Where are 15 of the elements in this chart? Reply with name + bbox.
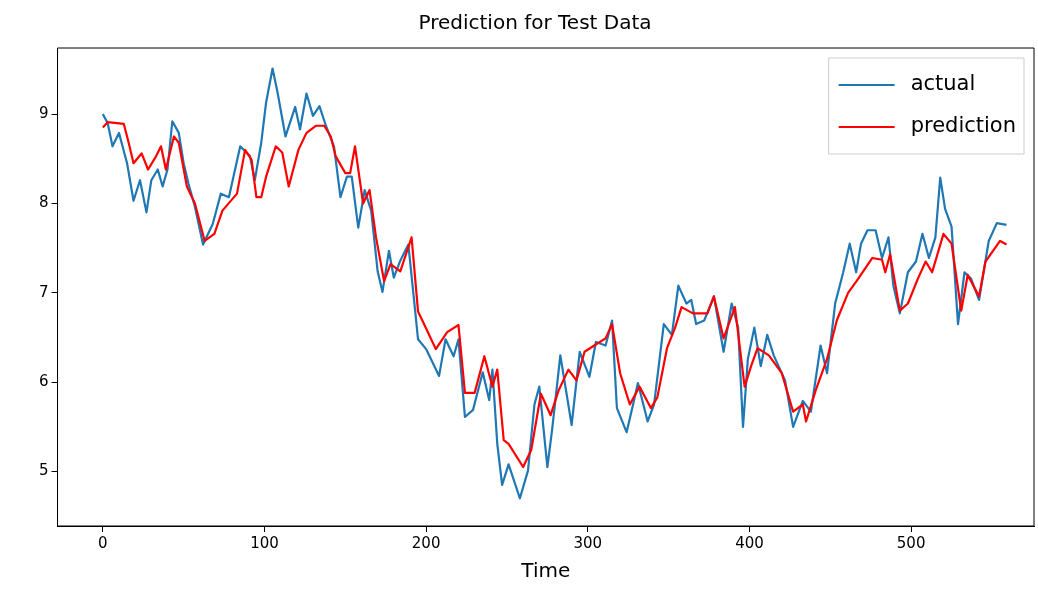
chart-title: Prediction for Test Data: [418, 10, 652, 35]
y-tick-label: 8: [39, 193, 49, 212]
x-tick-label: 400: [735, 533, 764, 552]
legend-label: actual: [910, 71, 976, 96]
x-tick-label: 200: [411, 533, 441, 552]
legend-label: prediction: [910, 113, 1016, 138]
y-tick-label: 9: [39, 104, 49, 123]
y-tick-label: 6: [39, 372, 49, 391]
x-tick-label: 300: [573, 533, 603, 552]
y-tick-label: 7: [39, 282, 49, 301]
y-tick-label: 5: [39, 461, 49, 480]
x-tick-label: 100: [250, 533, 279, 552]
x-axis-title: Time: [520, 558, 571, 583]
x-tick-label: 500: [896, 533, 926, 552]
x-tick-label: 0: [98, 533, 108, 552]
